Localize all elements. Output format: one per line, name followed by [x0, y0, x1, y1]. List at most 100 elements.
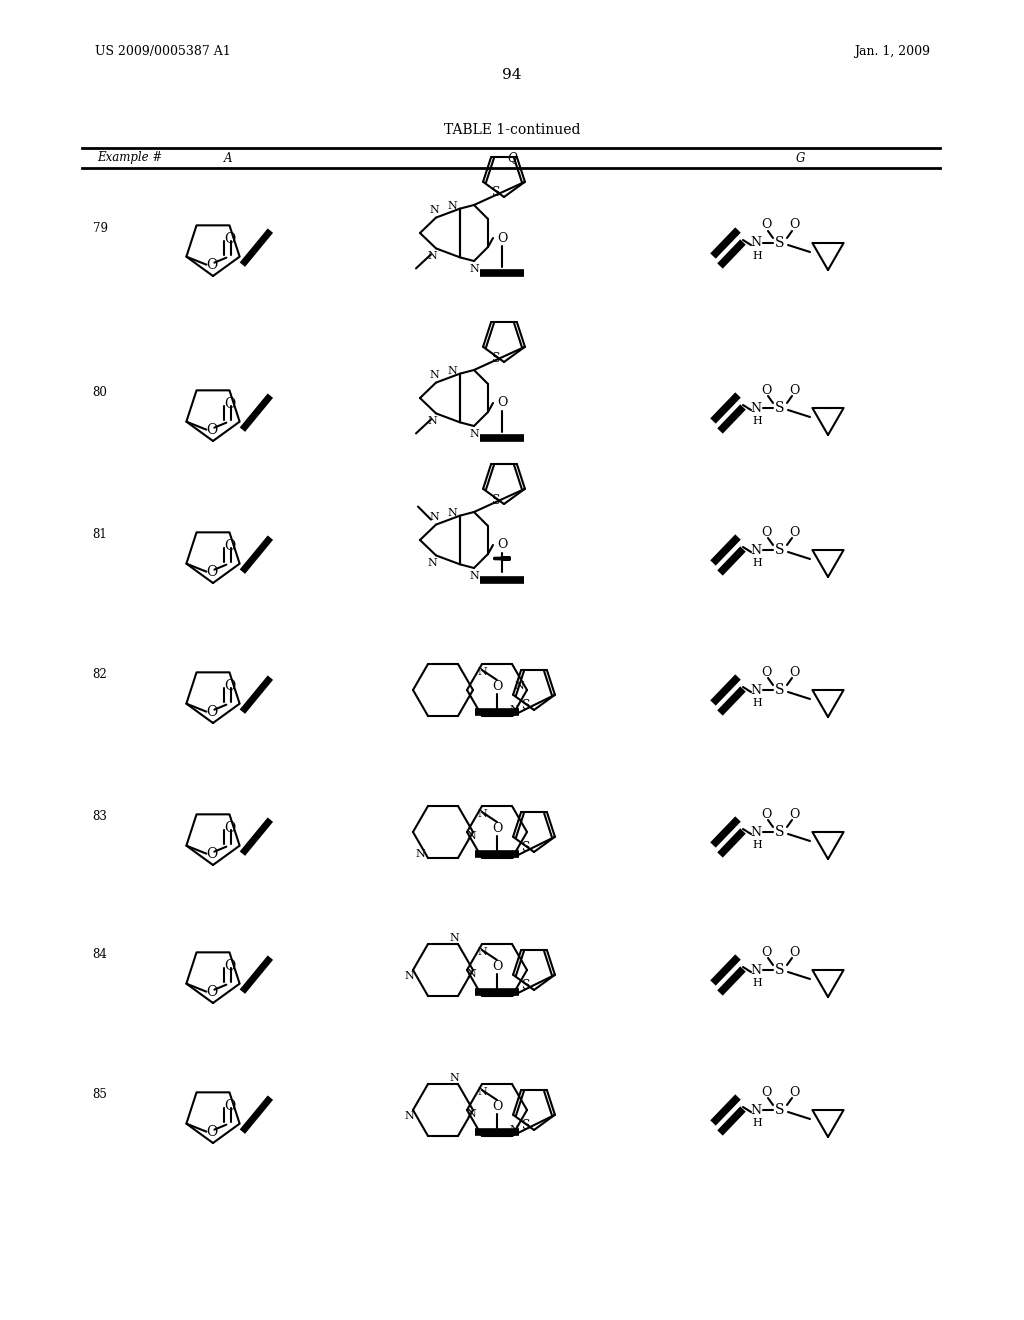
Text: O: O: [761, 384, 771, 396]
Text: N: N: [466, 969, 476, 979]
Text: N: N: [427, 558, 437, 569]
Text: S: S: [775, 401, 784, 414]
Text: N: N: [751, 401, 762, 414]
Text: TABLE 1-continued: TABLE 1-continued: [443, 123, 581, 137]
Text: O: O: [492, 680, 502, 693]
Text: G: G: [796, 152, 805, 165]
Text: S: S: [492, 351, 501, 364]
Text: H: H: [752, 558, 762, 568]
Text: N: N: [751, 544, 762, 557]
Text: O: O: [788, 665, 799, 678]
Text: N: N: [447, 201, 457, 211]
Text: Example #: Example #: [97, 152, 163, 165]
Text: N: N: [477, 667, 486, 677]
Text: N: N: [447, 508, 457, 517]
Text: 84: 84: [92, 949, 108, 961]
Text: H: H: [752, 251, 762, 261]
Text: O: O: [492, 821, 502, 834]
Text: 83: 83: [92, 810, 108, 824]
Text: O: O: [492, 1100, 502, 1113]
Text: Jan. 1, 2009: Jan. 1, 2009: [854, 45, 930, 58]
Text: O: O: [761, 525, 771, 539]
Text: O: O: [207, 257, 218, 272]
Text: 94: 94: [502, 69, 522, 82]
Text: H: H: [752, 978, 762, 987]
Text: 85: 85: [92, 1089, 108, 1101]
Text: S: S: [522, 1119, 530, 1133]
Text: O: O: [207, 846, 218, 861]
Text: N: N: [469, 572, 479, 581]
Text: S: S: [775, 236, 784, 249]
Text: S: S: [775, 1104, 784, 1117]
Text: S: S: [775, 964, 784, 977]
Text: N: N: [450, 933, 459, 942]
Text: N: N: [751, 1104, 762, 1117]
Text: S: S: [492, 186, 501, 199]
Text: O: O: [224, 678, 236, 693]
Text: O: O: [224, 231, 236, 246]
Text: H: H: [752, 1118, 762, 1129]
Text: S: S: [775, 682, 784, 697]
Text: N: N: [509, 1125, 519, 1135]
Text: O: O: [224, 958, 236, 973]
Text: H: H: [752, 840, 762, 850]
Text: O: O: [761, 808, 771, 821]
Text: N: N: [429, 205, 439, 215]
Text: O: O: [224, 396, 236, 411]
Text: US 2009/0005387 A1: US 2009/0005387 A1: [95, 45, 230, 58]
Text: O: O: [224, 539, 236, 553]
Text: N: N: [469, 264, 479, 275]
Text: S: S: [522, 700, 530, 713]
Text: O: O: [788, 808, 799, 821]
Text: O: O: [788, 384, 799, 396]
Text: O: O: [497, 231, 507, 244]
Text: N: N: [429, 512, 439, 521]
Text: S: S: [522, 841, 530, 854]
Text: N: N: [751, 236, 762, 249]
Text: S: S: [775, 825, 784, 840]
Text: N: N: [466, 1109, 476, 1119]
Text: H: H: [752, 698, 762, 708]
Text: 79: 79: [92, 222, 108, 235]
Text: O: O: [788, 945, 799, 958]
Text: S: S: [492, 494, 501, 507]
Text: N: N: [751, 825, 762, 838]
Text: Q: Q: [507, 152, 517, 165]
Text: O: O: [492, 960, 502, 973]
Text: N: N: [469, 429, 479, 440]
Text: O: O: [788, 525, 799, 539]
Text: N: N: [477, 1086, 486, 1097]
Text: O: O: [497, 539, 507, 552]
Text: 82: 82: [92, 668, 108, 681]
Text: N: N: [447, 366, 457, 376]
Text: O: O: [207, 565, 218, 578]
Text: N: N: [466, 832, 476, 841]
Text: S: S: [522, 979, 530, 993]
Text: N: N: [477, 946, 486, 957]
Text: O: O: [761, 665, 771, 678]
Text: N: N: [427, 251, 437, 261]
Text: O: O: [224, 1098, 236, 1113]
Text: N: N: [509, 705, 519, 715]
Text: N: N: [477, 809, 486, 818]
Text: 80: 80: [92, 387, 108, 400]
Text: O: O: [761, 219, 771, 231]
Text: O: O: [224, 821, 236, 834]
Text: O: O: [497, 396, 507, 409]
Text: N: N: [429, 370, 439, 380]
Text: N: N: [427, 416, 437, 426]
Text: H: H: [752, 416, 762, 426]
Text: O: O: [207, 422, 218, 437]
Text: N: N: [450, 1073, 459, 1082]
Text: N: N: [751, 684, 762, 697]
Text: 81: 81: [92, 528, 108, 541]
Text: N: N: [404, 1111, 414, 1121]
Text: O: O: [788, 1085, 799, 1098]
Text: O: O: [207, 985, 218, 999]
Text: O: O: [207, 1125, 218, 1139]
Text: O: O: [761, 945, 771, 958]
Text: O: O: [207, 705, 218, 718]
Text: A: A: [224, 152, 232, 165]
Text: O: O: [788, 219, 799, 231]
Text: O: O: [761, 1085, 771, 1098]
